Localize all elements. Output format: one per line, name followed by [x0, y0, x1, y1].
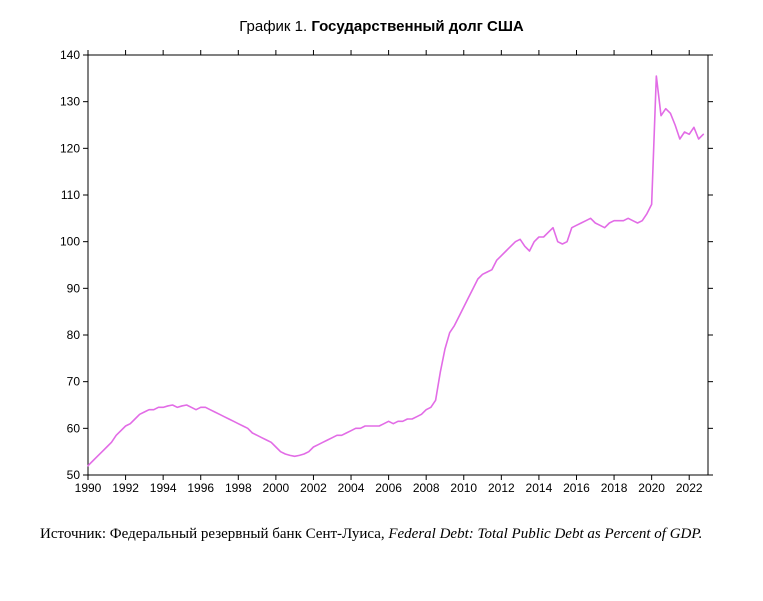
- line-chart: 50 60 70 80 90 100 110 120 130 140 1990 1992 1994 199…: [40, 45, 723, 505]
- x-tick-label: 2012: [488, 481, 515, 495]
- source-italic: Federal Debt: Total Public Debt as Perce…: [388, 526, 702, 542]
- x-tick-label: 2002: [300, 481, 327, 495]
- chart-title-prefix: График 1.: [239, 18, 311, 35]
- x-tick-label: 1996: [187, 481, 214, 495]
- y-tick-label: 140: [60, 48, 80, 62]
- x-tick-label: 2018: [601, 481, 628, 495]
- y-tick-label: 90: [67, 281, 81, 295]
- x-tick-label: 2000: [263, 481, 290, 495]
- x-tick-label: 2006: [375, 481, 402, 495]
- page: График 1. Государственный долг США 50 60 7…: [0, 0, 763, 601]
- x-tick-label: 2016: [563, 481, 590, 495]
- chart-title: График 1. Государственный долг США: [40, 18, 723, 35]
- x-tick-label: 1990: [75, 481, 102, 495]
- source-line: Источник: Федеральный резервный банк Сен…: [40, 524, 723, 544]
- y-tick-label: 70: [67, 375, 81, 389]
- x-tick-label: 2022: [676, 481, 703, 495]
- x-tick-label: 2004: [338, 481, 365, 495]
- y-tick-label: 60: [67, 421, 81, 435]
- y-tick-label: 110: [61, 188, 80, 202]
- x-tick-label: 2020: [638, 481, 665, 495]
- chart-container: 50 60 70 80 90 100 110 120 130 140 1990 1992 1994 199…: [40, 45, 723, 510]
- x-tick-label: 1994: [150, 481, 177, 495]
- y-tick-label: 50: [67, 468, 81, 482]
- x-tick-label: 1992: [112, 481, 139, 495]
- plot-frame: [88, 55, 708, 475]
- y-tick-label: 80: [67, 328, 81, 342]
- x-tick-label: 2008: [413, 481, 440, 495]
- y-tick-label: 120: [60, 141, 80, 155]
- series-line: [88, 76, 703, 466]
- x-tick-label: 2010: [450, 481, 477, 495]
- chart-title-bold: Государственный долг США: [311, 18, 523, 35]
- source-text: Источник: Федеральный резервный банк Сен…: [40, 526, 388, 542]
- x-tick-label: 1998: [225, 481, 252, 495]
- y-tick-label: 100: [60, 235, 80, 249]
- y-tick-label: 130: [60, 95, 80, 109]
- x-tick-label: 2014: [526, 481, 553, 495]
